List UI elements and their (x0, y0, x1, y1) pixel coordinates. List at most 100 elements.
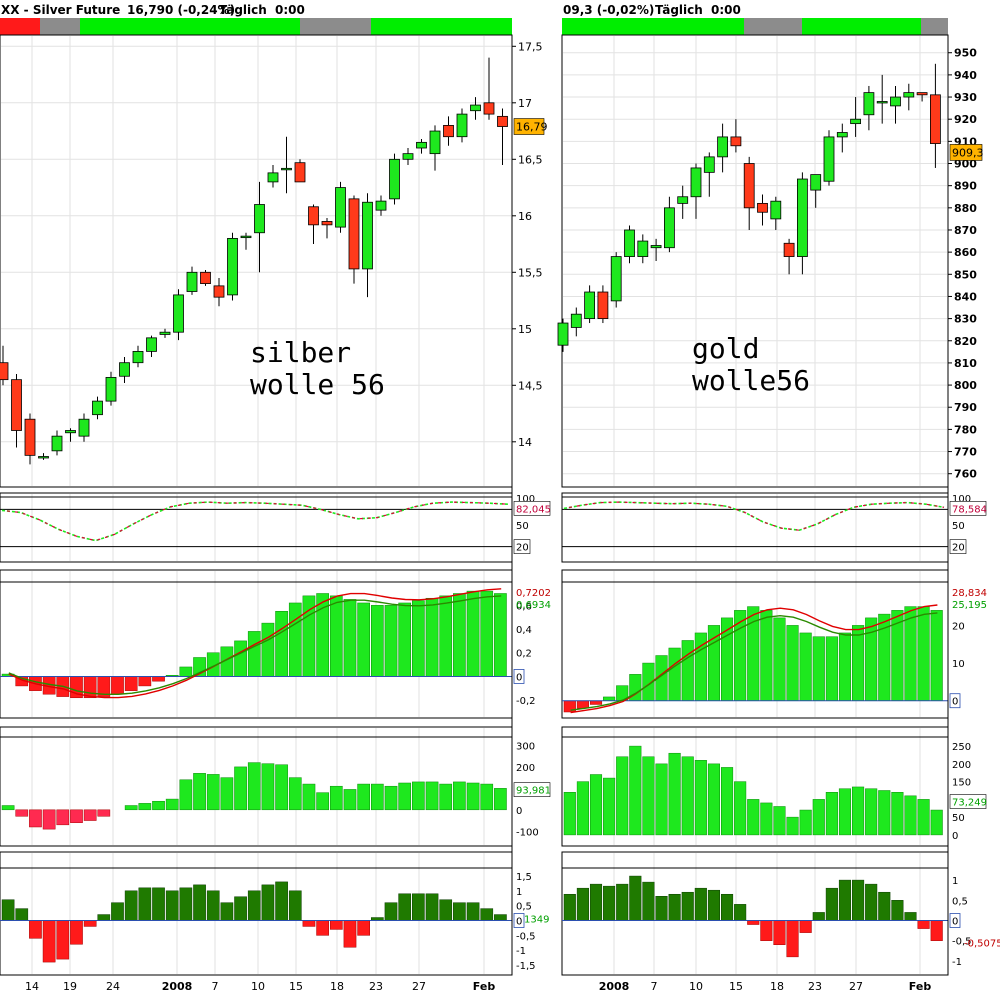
price-axis-label: 780 (954, 423, 977, 436)
candle-bull (863, 92, 875, 116)
oscillator-bar-negative (42, 920, 56, 963)
macd-value-label: 0 (516, 672, 522, 683)
momentum-axis-label: 200 (952, 760, 971, 771)
momentum-bar-positive (179, 779, 193, 811)
candle-bull (119, 362, 130, 377)
price-axis-label: 17,5 (518, 40, 543, 53)
oscillator-bar-positive (1, 899, 15, 921)
oscillator-bar-negative (56, 920, 70, 960)
x-axis-label: 23 (808, 980, 822, 993)
candle-bull (456, 113, 468, 138)
x-axis-label: 27 (412, 980, 426, 993)
momentum-bar-positive (773, 806, 786, 836)
annotation-text: wolle56 (692, 364, 810, 397)
candle-bull (105, 376, 117, 402)
oscillator-bar-positive (616, 883, 629, 921)
macd-bar-negative (589, 700, 603, 705)
x-axis-label: 18 (770, 980, 784, 993)
macd-value-label: 0 (952, 697, 958, 708)
oscillator-bar-positive (384, 902, 398, 921)
oscillator-zero-box (513, 913, 525, 928)
price-axis-label: 880 (954, 202, 977, 215)
price-axis-label: 15 (518, 323, 532, 336)
candle-bull (717, 136, 728, 158)
price-axis-label: 16,5 (518, 153, 543, 166)
x-axis-label: 2008 (599, 980, 630, 993)
macd-bar-positive (681, 640, 694, 701)
candle-bull (362, 201, 373, 270)
price-axis-label: 790 (954, 401, 977, 414)
last-price-tag (949, 144, 983, 161)
x-axis-label: 10 (689, 980, 703, 993)
candle-bull (402, 153, 414, 160)
x-axis-label: 14 (25, 980, 39, 993)
macd-bar-positive (384, 605, 398, 677)
macd-signal-line (570, 604, 938, 714)
oscillator-bar-positive (589, 883, 603, 921)
time-text: 0:00 (711, 3, 741, 17)
candle-bull (836, 132, 848, 138)
momentum-bar-positive (220, 777, 234, 811)
momentum-bar-positive (852, 786, 865, 836)
momentum-bar-positive (247, 762, 261, 811)
candle-bear (783, 242, 795, 257)
candle-bull (557, 322, 569, 346)
oscillator-axis-label: 0,5 (516, 902, 532, 913)
momentum-bar-positive (357, 783, 370, 811)
macd-bar-positive (786, 625, 799, 701)
momentum-bar-positive (384, 785, 398, 811)
momentum-bar-positive (234, 766, 247, 811)
macd-bar-positive (247, 631, 261, 677)
oscillator-bar-positive (494, 914, 507, 921)
momentum-bar-negative (56, 809, 70, 826)
momentum-bar-negative (70, 809, 83, 823)
candle-bull (375, 200, 387, 211)
macd-bar-negative (138, 676, 152, 687)
candle-bull (850, 118, 861, 125)
oscillator-bar-positive (124, 890, 138, 921)
interval-text: Täglich (219, 3, 267, 17)
momentum-value-box (949, 794, 987, 809)
oscillator-bar-positive (247, 890, 261, 921)
annotation-text: wolle 56 (250, 368, 385, 401)
momentum-bar-positive (193, 773, 206, 811)
oscillator-bar-negative (773, 920, 786, 945)
momentum-bar-positive (1, 805, 15, 811)
momentum-axis-label: 300 (516, 741, 535, 752)
candle-bull (770, 200, 782, 220)
stoch-axis-label: 50 (952, 521, 965, 532)
stoch-value-box (513, 501, 551, 516)
oscillator-bar-negative (316, 920, 329, 936)
candle-bull (227, 237, 238, 296)
momentum-bar-positive (138, 803, 152, 811)
oscillator-bar-positive (412, 893, 425, 921)
signal-band-neutral (921, 18, 948, 35)
macd-bar-positive (668, 647, 681, 701)
price-axis-label: 900 (954, 158, 977, 171)
candle-bear (200, 271, 211, 284)
momentum-bar-positive (165, 798, 179, 811)
momentum-bar-positive (786, 816, 799, 836)
momentum-bar-positive (655, 763, 668, 836)
price-axis-label: 770 (954, 446, 977, 459)
macd-bar-negative (124, 676, 138, 691)
last-price-label: 909,3 (952, 146, 984, 159)
candle-bull (132, 350, 144, 364)
momentum-bar-negative (97, 809, 111, 817)
oscillator-bar-positive (152, 887, 165, 921)
momentum-bar-positive (734, 781, 747, 836)
candle-bear (308, 206, 319, 226)
oscillator-bar-negative (343, 920, 357, 948)
oscillator-zero-label: 0 (952, 917, 958, 928)
macd-axis-label: 10 (952, 659, 965, 670)
annotation-text: silber (250, 336, 351, 369)
candle-bear (348, 198, 360, 270)
macd-bar-positive (799, 632, 812, 701)
oscillator-bar-negative (930, 920, 943, 941)
oscillator-axis-label: 1 (952, 876, 958, 887)
momentum-bar-positive (642, 756, 655, 836)
momentum-bar-positive (629, 745, 642, 836)
oscillator-zero-label: 0 (516, 917, 522, 928)
momentum-bar-positive (707, 763, 720, 836)
